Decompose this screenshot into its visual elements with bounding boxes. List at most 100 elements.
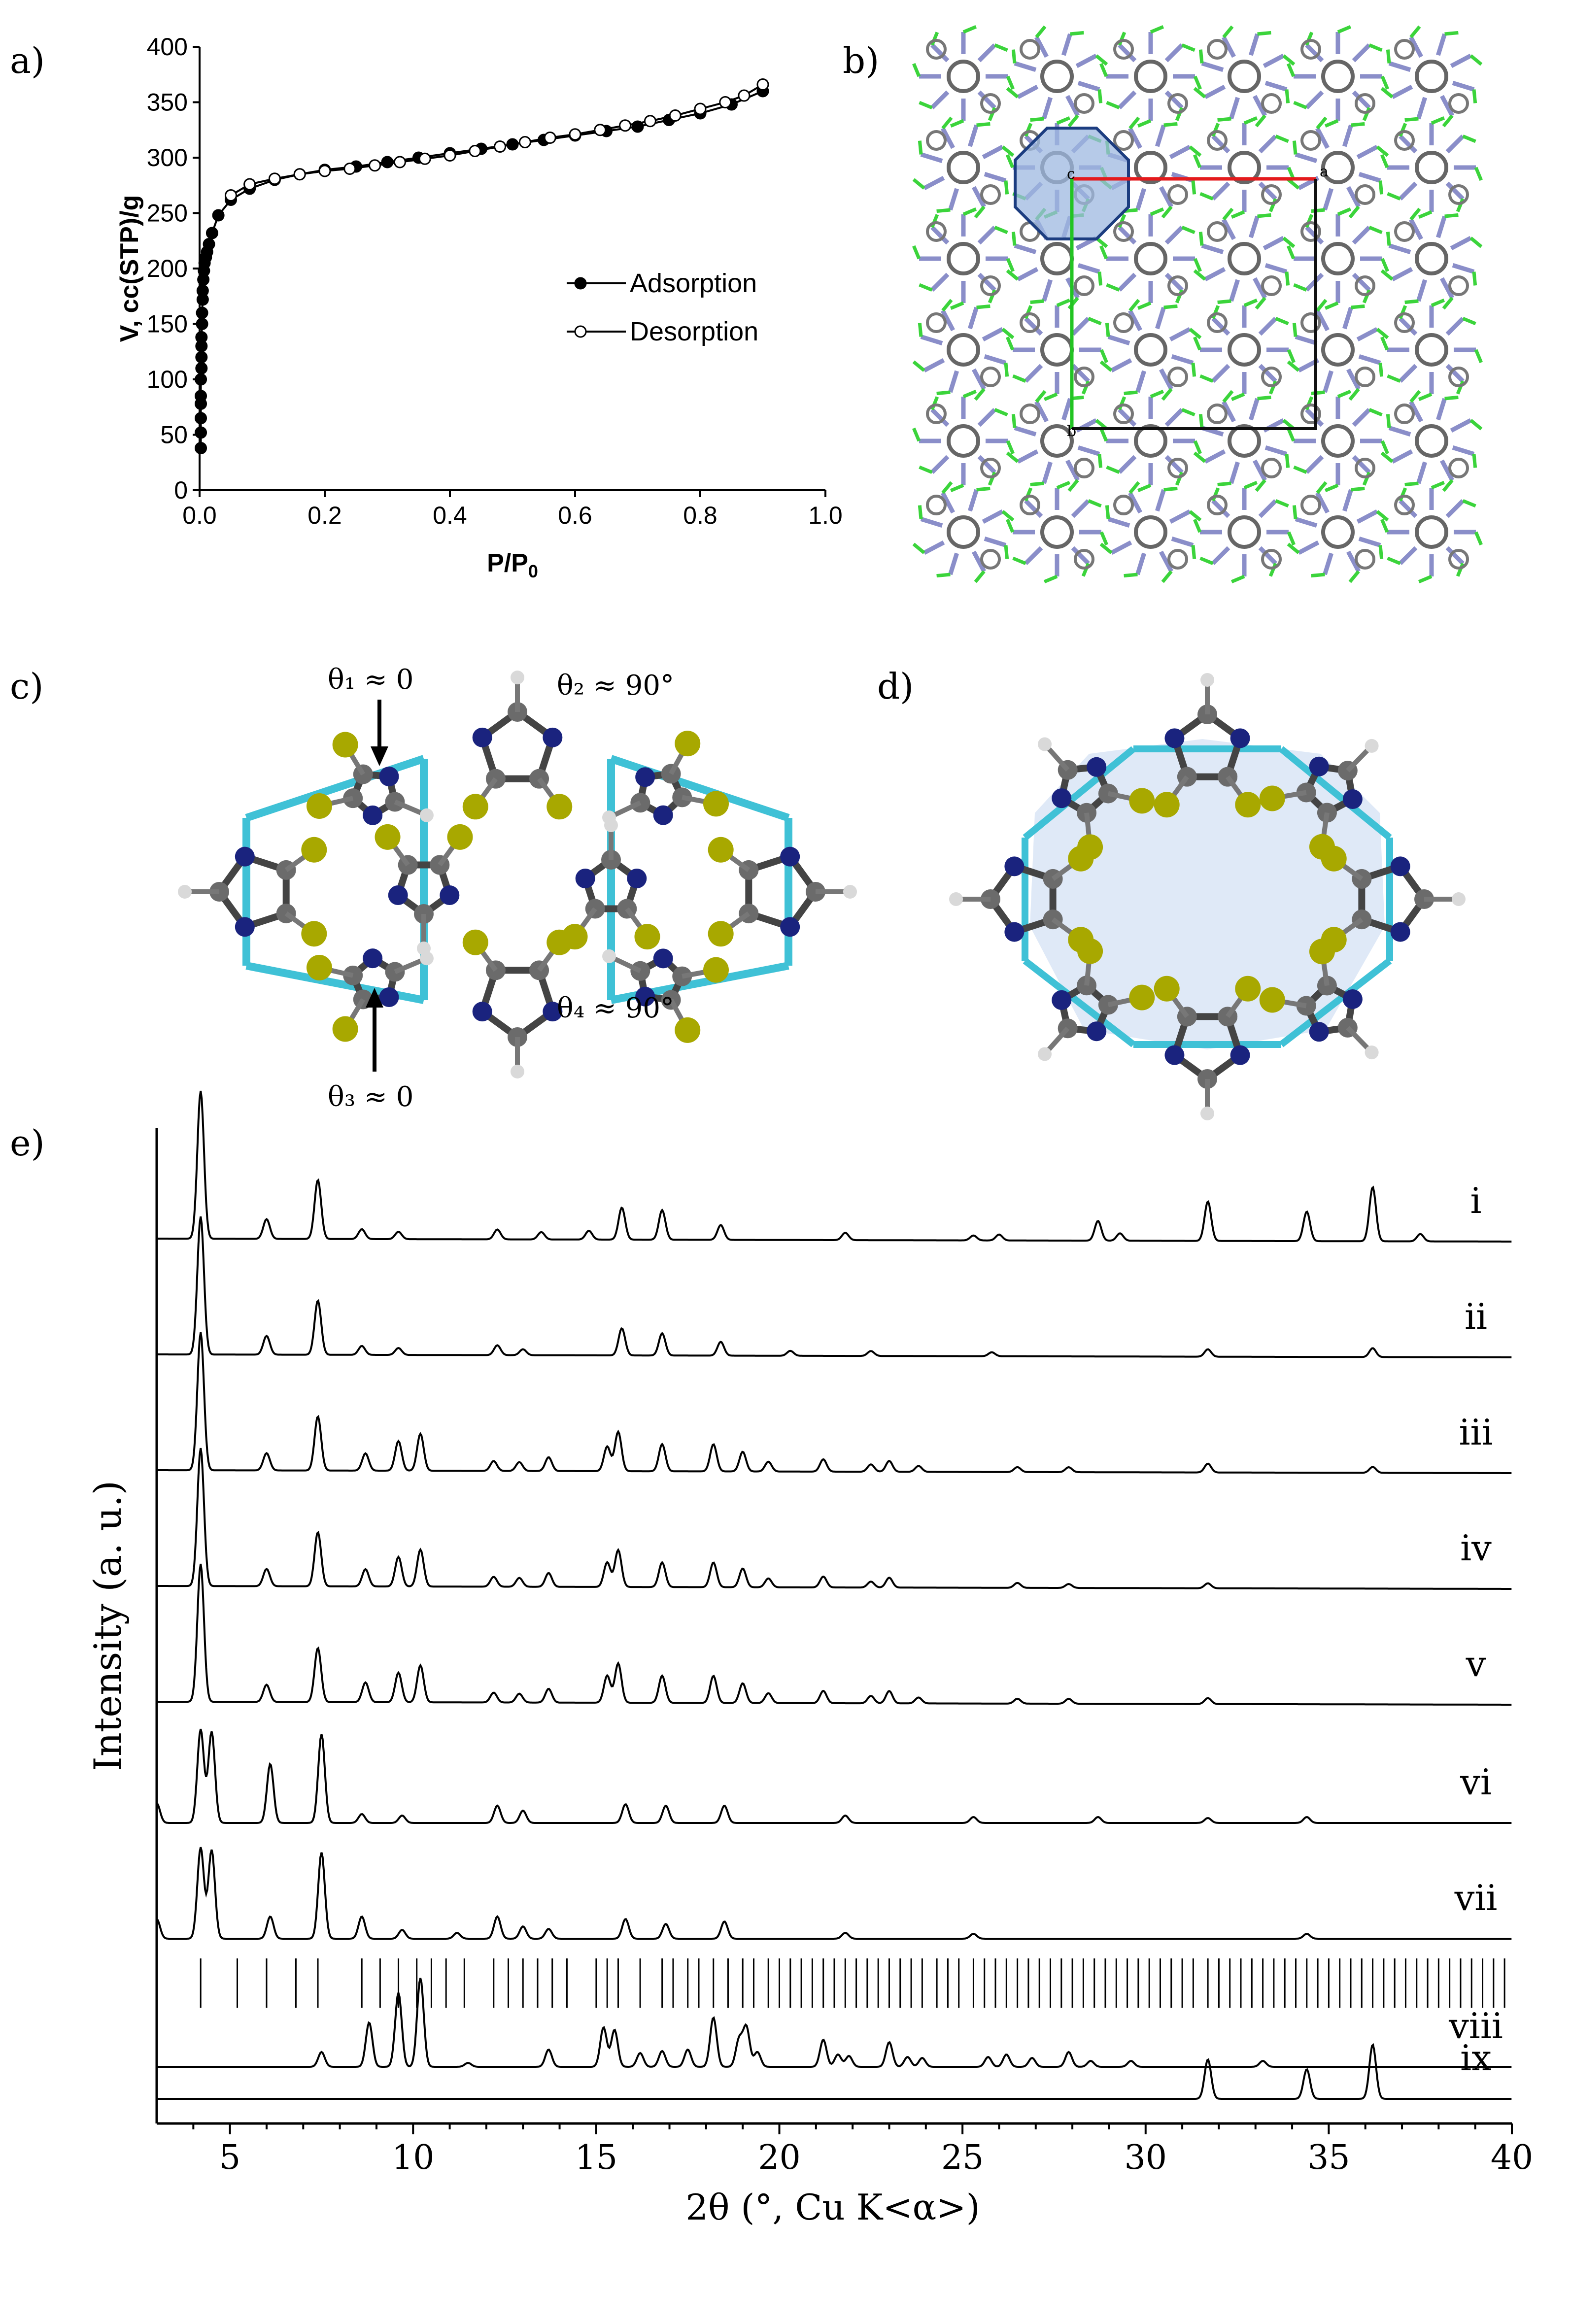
framework-bond (1042, 461, 1053, 484)
framework-ring (1167, 549, 1188, 570)
framework-cl-bond (919, 283, 933, 292)
framework-cl-bond (1193, 258, 1202, 272)
legend-label-desorption: Desorption (630, 317, 758, 346)
framework-bond (1258, 364, 1277, 383)
framework-bond (1077, 80, 1100, 92)
pattern-label-vii: vii (1454, 1877, 1498, 1919)
isotherm-y-tick-label: 400 (147, 33, 188, 61)
framework-bond (1298, 540, 1320, 555)
framework-cl-bond (912, 427, 921, 442)
framework-cl-bond (1150, 25, 1164, 34)
framework-bond (1164, 90, 1184, 109)
framework-cl-bond (1324, 483, 1339, 492)
framework-bond (1118, 272, 1137, 292)
chlorine-atom (301, 921, 327, 947)
framework-cl-bond (1255, 479, 1266, 492)
framework-cl-bond (1150, 207, 1164, 216)
framework-cl-bond (1006, 87, 1019, 99)
framework-cl-bond (1006, 258, 1015, 272)
framework-cl-bond (1211, 123, 1220, 137)
framework-bond (984, 354, 1007, 365)
framework-cl-bond (1380, 451, 1394, 463)
framework-cl-bond (1305, 396, 1314, 410)
cage-side-view: θ₁ ≈ 0 θ₂ ≈ 90° θ₃ ≈ 0 θ₄ ≈ 90° (178, 664, 857, 1113)
framework-bond (982, 145, 1004, 159)
reflection-tick-marks (200, 1958, 1505, 2008)
framework-cl-bond (976, 486, 990, 492)
framework-bond (1107, 517, 1130, 528)
chlorine-atom (703, 791, 729, 817)
framework-ring (1300, 39, 1321, 60)
pxrd-patterns (156, 1090, 1512, 2100)
framework-ring (1167, 367, 1188, 387)
framework-bond (1211, 364, 1230, 383)
isotherm-point-desorption (293, 168, 306, 181)
framework-bond (1164, 43, 1184, 63)
framework-cl-bond (1376, 145, 1389, 157)
isotherm-point-adsorption (195, 426, 207, 439)
isotherm-point-desorption (756, 78, 769, 91)
isotherm-point-adsorption (196, 284, 209, 297)
framework-cl-bond (988, 289, 996, 303)
framework-bond (1258, 546, 1277, 565)
nitrogen-atom (543, 727, 563, 747)
pattern-label-ix: ix (1460, 2037, 1492, 2079)
framework-bond (1323, 370, 1334, 393)
pattern-label-vi: vi (1460, 1761, 1492, 1803)
chlorine-atom (708, 921, 734, 947)
chlorine-atom (1235, 976, 1261, 1002)
framework-cl-bond (1305, 32, 1314, 46)
framework-ring (1394, 404, 1415, 424)
framework-ring (1394, 130, 1415, 151)
framework-unit (1287, 299, 1389, 401)
isotherm-point-desorption (393, 156, 406, 168)
isotherm-legend: Adsorption Desorption (567, 269, 758, 346)
framework-cl-bond (1311, 390, 1325, 396)
framework-bond (1409, 218, 1423, 240)
framework-cl-bond (1161, 388, 1173, 401)
framework-bond (930, 43, 950, 63)
framework-bond (1017, 449, 1039, 464)
framework-ring (926, 130, 947, 151)
cage-top-molecule (949, 673, 1466, 1120)
imidazolate-ring (949, 845, 1094, 953)
framework-ring (1167, 93, 1188, 114)
framework-bond (1211, 181, 1230, 201)
framework-cl-bond (1257, 395, 1271, 401)
framework-unit (1099, 481, 1202, 583)
framework-ring (1300, 130, 1321, 151)
cage-molecule (178, 671, 857, 1078)
framework-cl-bond (918, 323, 923, 337)
framework-ring (1415, 515, 1448, 549)
framework-bond (1222, 401, 1236, 423)
framework-cl-bond (1287, 531, 1296, 546)
framework-bond (1155, 489, 1166, 512)
framework-cl-bond (1316, 299, 1328, 312)
framework-bond (1391, 85, 1413, 99)
pxrd-pattern-i (157, 1090, 1512, 1243)
framework-cl-bond (1230, 392, 1245, 401)
nitrogen-atom (1390, 922, 1410, 942)
framework-bond (1352, 43, 1371, 63)
framework-bond (977, 455, 996, 474)
chlorine-atom (306, 954, 332, 980)
framework-cl-bond (1137, 301, 1152, 310)
arrow-theta1-head (371, 746, 388, 766)
framework-cl-bond (962, 390, 977, 399)
nitrogen-atom (635, 767, 655, 787)
framework-ring (1415, 333, 1448, 367)
framework-cl-bond (1024, 487, 1033, 502)
framework-cl-bond (1287, 542, 1300, 554)
framework-cl-bond (974, 570, 986, 583)
framework-unit (1287, 481, 1389, 583)
isotherm-x-tick-label: 1.0 (808, 502, 843, 529)
hydrogen-atom (1038, 1047, 1052, 1061)
nitrogen-atom (440, 885, 460, 905)
chlorine-atom (1309, 834, 1335, 860)
framework-ring (980, 458, 1001, 478)
framework-bond (1342, 489, 1353, 512)
framework-unit (1380, 116, 1483, 219)
framework-bond (1222, 36, 1236, 58)
framework-bond (930, 455, 950, 474)
framework-cl-bond (1222, 25, 1234, 38)
